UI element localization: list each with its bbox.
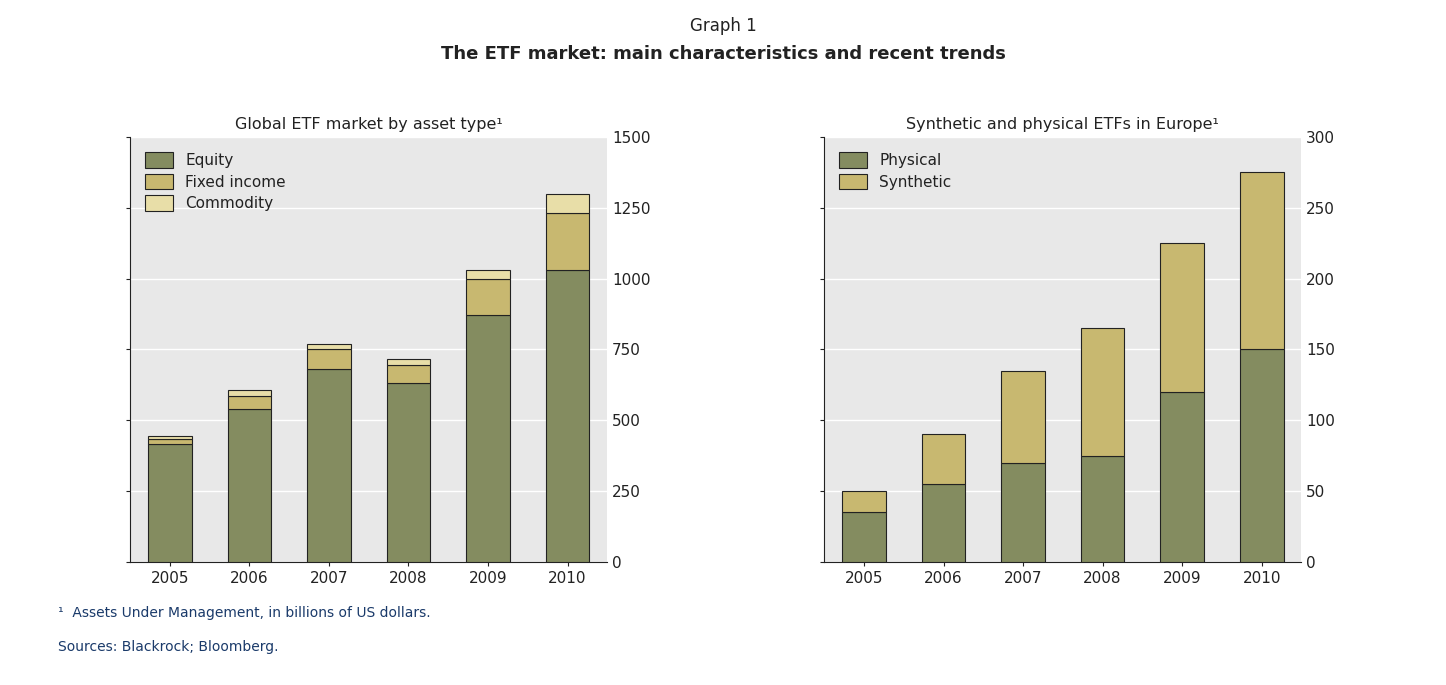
Bar [466, 270, 510, 279]
Bar [545, 194, 590, 214]
Bar [842, 512, 886, 562]
Bar [307, 344, 351, 349]
Bar [147, 438, 192, 444]
Legend: Equity, Fixed income, Commodity: Equity, Fixed income, Commodity [137, 145, 294, 219]
Bar [307, 369, 351, 562]
Bar [1160, 392, 1205, 562]
Bar [1080, 456, 1125, 562]
Title: Global ETF market by asset type¹: Global ETF market by asset type¹ [234, 116, 503, 132]
Bar [147, 444, 192, 562]
Bar [466, 315, 510, 562]
Bar [386, 359, 431, 365]
Bar [1001, 371, 1045, 462]
Bar [1160, 243, 1205, 392]
Bar [921, 484, 966, 562]
Text: Graph 1: Graph 1 [690, 17, 756, 35]
Legend: Physical, Synthetic: Physical, Synthetic [831, 145, 959, 197]
Bar [227, 409, 272, 562]
Bar [227, 396, 272, 409]
Title: Synthetic and physical ETFs in Europe¹: Synthetic and physical ETFs in Europe¹ [907, 116, 1219, 132]
Bar [227, 390, 272, 396]
Bar [466, 279, 510, 315]
Text: Sources: Blackrock; Bloomberg.: Sources: Blackrock; Bloomberg. [58, 640, 278, 654]
Bar [386, 365, 431, 384]
Bar [147, 436, 192, 438]
Bar [1001, 462, 1045, 562]
Bar [545, 270, 590, 562]
Bar [921, 434, 966, 484]
Bar [1239, 349, 1284, 562]
Bar [1080, 328, 1125, 456]
Text: The ETF market: main characteristics and recent trends: The ETF market: main characteristics and… [441, 45, 1005, 62]
Bar [386, 384, 431, 562]
Bar [545, 214, 590, 270]
Bar [842, 491, 886, 512]
Bar [307, 349, 351, 369]
Bar [1239, 173, 1284, 349]
Text: ¹  Assets Under Management, in billions of US dollars.: ¹ Assets Under Management, in billions o… [58, 606, 431, 620]
